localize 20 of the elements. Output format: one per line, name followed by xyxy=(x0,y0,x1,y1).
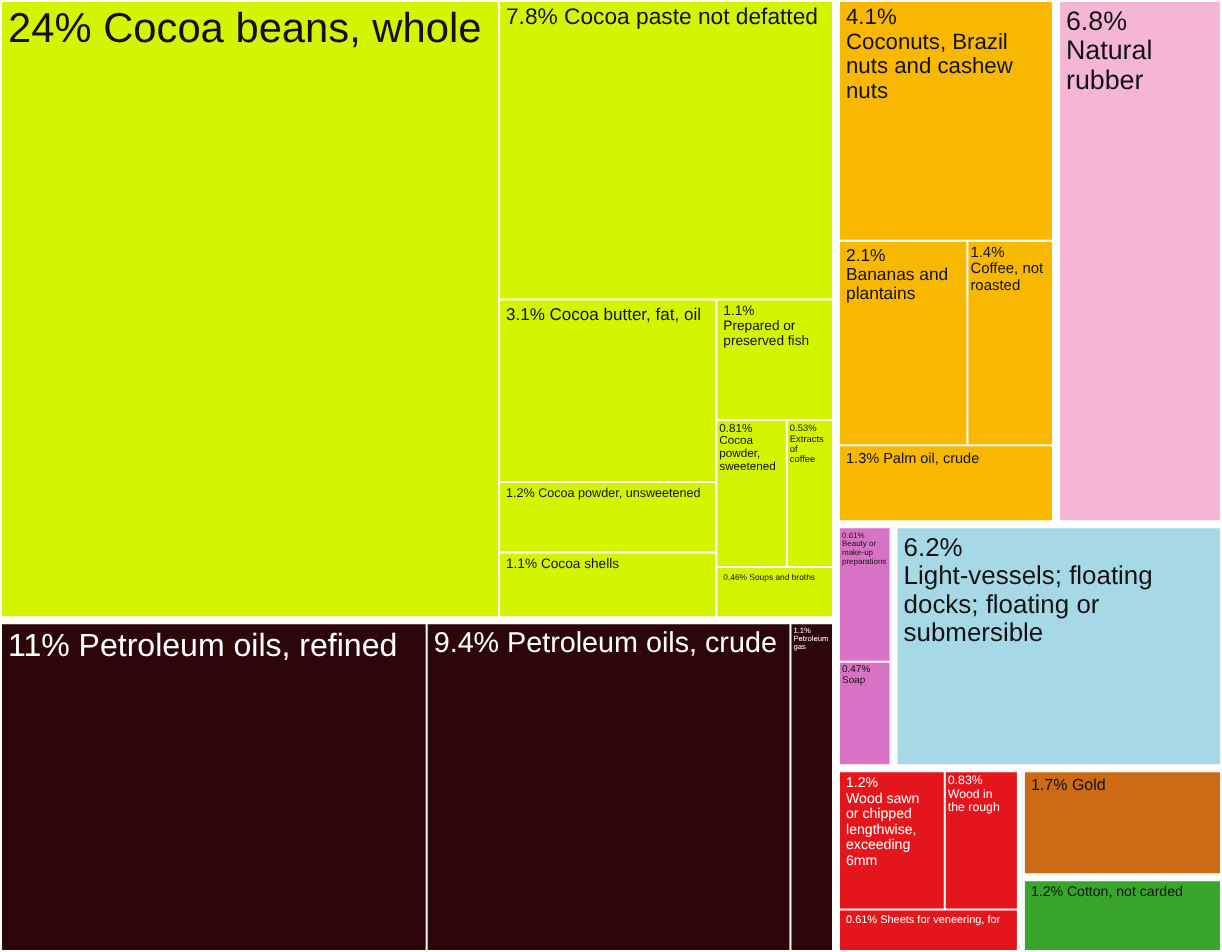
data-label: 2.1% xyxy=(846,245,887,266)
data-label: 9.4% xyxy=(433,628,500,661)
category-label: Light-vessels; floating docks; floating or submersible xyxy=(903,560,1153,648)
category-label: Bananas and plantains xyxy=(846,264,949,304)
data-label: 1.7% xyxy=(1030,776,1068,795)
data-label: 11% xyxy=(8,627,70,664)
data-label: 3.1% xyxy=(505,303,546,324)
category-label: Cocoa beans, whole xyxy=(91,5,482,52)
data-label: 7.8% xyxy=(505,6,558,31)
category-label: Petroleum oils, crude xyxy=(499,628,777,661)
data-label: 6.2% xyxy=(903,531,964,562)
category-label: Coconuts, Brazil nuts and cashew nuts xyxy=(846,30,1015,104)
category-label: Petroleum oils, refined xyxy=(69,627,398,664)
category-label: Natural rubber xyxy=(1065,35,1153,95)
category-label: Gold xyxy=(1067,776,1106,795)
data-label: 4.1% xyxy=(846,6,897,31)
category-label: Cocoa butter, fat, oil xyxy=(544,303,702,324)
data-label: 6.8% xyxy=(1065,5,1128,36)
category-label: Cocoa paste not defatted xyxy=(557,6,818,31)
data-label: 24% xyxy=(8,5,92,52)
